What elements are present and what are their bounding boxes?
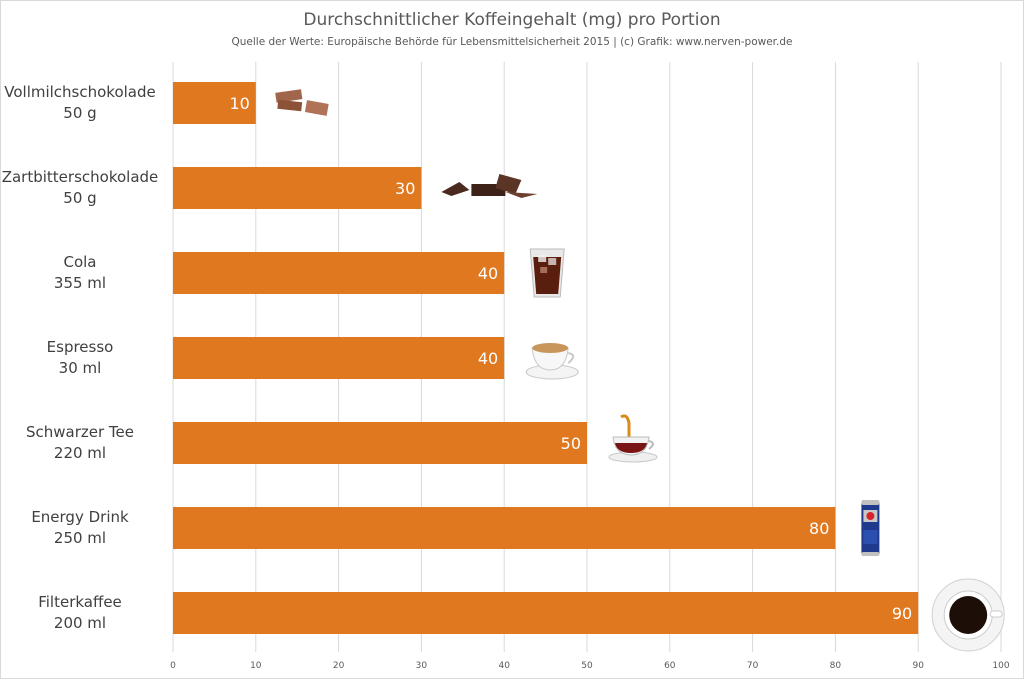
x-tick-label: 60 xyxy=(664,661,676,671)
energy-drink-can-icon xyxy=(861,500,880,556)
data-label: 40 xyxy=(478,264,498,283)
chart-title: Durchschnittlicher Koffeingehalt (mg) pr… xyxy=(303,10,721,30)
cola-glass-icon xyxy=(529,248,565,298)
x-tick-label: 50 xyxy=(581,661,593,671)
chart-subtitle: Quelle der Werte: Europäische Behörde fü… xyxy=(231,36,793,48)
x-tick-label: 0 xyxy=(170,661,176,671)
data-label: 90 xyxy=(892,604,912,623)
milk-chocolate-icon xyxy=(275,89,329,116)
bar xyxy=(173,167,422,209)
x-tick-label: 20 xyxy=(333,661,345,671)
category-label: Schwarzer Tee 220 ml xyxy=(26,423,134,462)
bar xyxy=(173,82,256,124)
data-label: 80 xyxy=(809,519,829,538)
dark-chocolate-icon xyxy=(441,174,538,198)
category-label: Filterkaffee 200 ml xyxy=(38,593,122,632)
x-tick-label: 90 xyxy=(912,661,924,671)
x-tick-label: 10 xyxy=(250,661,262,671)
category-label: Vollmilchschokolade 50 g xyxy=(4,83,156,122)
bar xyxy=(173,592,919,634)
category-label: Energy Drink 250 ml xyxy=(31,508,129,547)
data-label: 30 xyxy=(395,179,415,198)
x-tick-label: 70 xyxy=(747,661,759,671)
bar xyxy=(173,422,587,464)
bar xyxy=(173,337,505,379)
category-label: Cola 355 ml xyxy=(54,253,106,292)
category-label: Espresso 30 ml xyxy=(47,338,114,377)
bar xyxy=(173,252,505,294)
category-label: Zartbitterschokolade 50 g xyxy=(2,168,159,207)
data-label: 10 xyxy=(229,94,249,113)
data-label: 40 xyxy=(478,349,498,368)
espresso-cup-icon xyxy=(525,343,579,380)
x-tick-label: 30 xyxy=(416,661,428,671)
x-tick-label: 100 xyxy=(992,661,1009,671)
data-label: 50 xyxy=(561,434,581,453)
tea-cup-icon xyxy=(608,414,658,463)
x-tick-label: 40 xyxy=(498,661,510,671)
coffee-cup-icon xyxy=(931,578,1005,652)
bar xyxy=(173,507,836,549)
x-tick-label: 80 xyxy=(830,661,842,671)
